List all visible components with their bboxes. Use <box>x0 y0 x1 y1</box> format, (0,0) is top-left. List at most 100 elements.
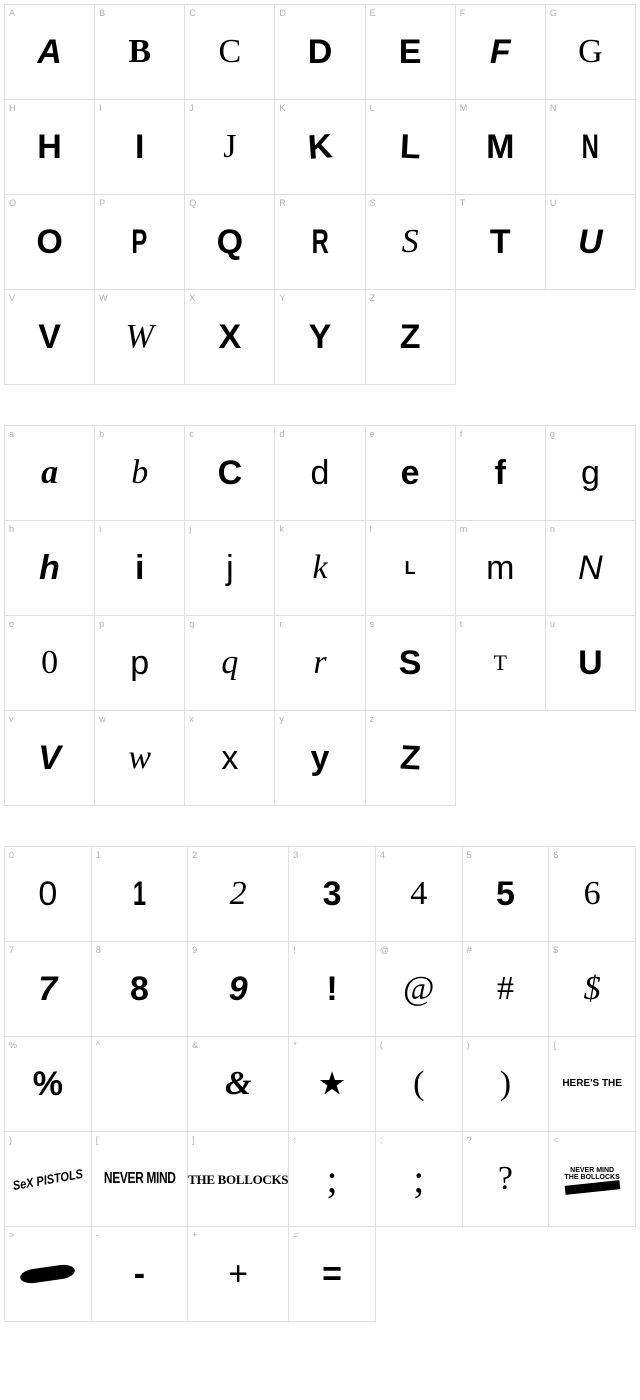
glyph-cell: YY <box>275 290 365 385</box>
glyph-cell: (( <box>376 1037 463 1132</box>
glyph-cell: WW <box>95 290 185 385</box>
cell-label: B <box>99 8 105 18</box>
glyph: C <box>218 456 243 490</box>
cell-label: F <box>460 8 466 18</box>
glyph: F <box>490 35 511 69</box>
cell-label: X <box>189 293 195 303</box>
glyph: L <box>405 559 416 577</box>
cell-label: Y <box>279 293 285 303</box>
glyph: 8 <box>130 972 149 1006</box>
glyph: S <box>399 646 422 680</box>
glyph: K <box>307 129 334 165</box>
cell-label: $ <box>553 945 558 955</box>
stacked-logo: NEVER MINDTHE BOLLOCKSSEX PISTOLS <box>565 1167 620 1192</box>
glyph: r <box>313 646 326 680</box>
cell-label: L <box>370 103 375 113</box>
glyph-cell: @@ <box>376 942 463 1037</box>
cell-label: E <box>370 8 376 18</box>
cell-label: e <box>370 429 375 439</box>
cell-label: p <box>99 619 104 629</box>
glyph-cell: ww <box>95 711 185 806</box>
cell-label: U <box>550 198 557 208</box>
glyph-cell: OO <box>5 195 95 290</box>
glyph-cell: o0 <box>5 616 95 711</box>
swoosh-shape <box>20 1263 76 1285</box>
cell-label: m <box>460 524 468 534</box>
glyph-cell: EE <box>366 5 456 100</box>
glyph-cell: 22 <box>188 847 289 942</box>
glyph-cell: ?? <box>463 1132 550 1227</box>
glyph-cell: < NEVER MINDTHE BOLLOCKSSEX PISTOLS <box>549 1132 636 1227</box>
glyph: S <box>402 225 419 259</box>
glyph-cell: kk <box>275 521 365 616</box>
cell-label: t <box>460 619 463 629</box>
glyph: D <box>308 35 333 69</box>
glyph: A <box>37 35 62 69</box>
glyph-cell: 55 <box>463 847 550 942</box>
glyph-cell: 99 <box>188 942 289 1037</box>
cell-label: P <box>99 198 105 208</box>
cell-label: N <box>550 103 557 113</box>
glyph: # <box>497 972 514 1006</box>
glyph-cell: tT <box>456 616 546 711</box>
glyph-cell: [NEVER MIND <box>92 1132 188 1227</box>
cell-label: } <box>9 1135 12 1145</box>
cell-label: * <box>293 1040 297 1050</box>
cell-label: { <box>553 1040 556 1050</box>
glyph: j <box>226 551 234 585</box>
glyph-cell: uU <box>546 616 636 711</box>
charmap-section-symbols: 00112233445566778899!!@@##$$%%^&&*★(()){… <box>4 846 636 1322</box>
cell-label: 3 <box>293 850 298 860</box>
cell-label: v <box>9 714 14 724</box>
cell-label: : <box>293 1135 296 1145</box>
glyph: 6 <box>584 877 601 911</box>
glyph: X <box>219 320 242 354</box>
glyph: b <box>131 456 148 490</box>
glyph-cell: && <box>188 1037 289 1132</box>
glyph-cell: ee <box>366 426 456 521</box>
glyph-cell: MM <box>456 100 546 195</box>
glyph-cell: ii <box>95 521 185 616</box>
glyph-cell: *★ <box>289 1037 376 1132</box>
cell-label: 2 <box>192 850 197 860</box>
cell-label: V <box>9 293 15 303</box>
glyph: q <box>221 646 238 680</box>
cell-label: c <box>189 429 194 439</box>
glyph-cell: zZ <box>366 711 456 806</box>
glyph: 0 <box>38 877 57 911</box>
cell-label: o <box>9 619 14 629</box>
glyph-cell: jj <box>185 521 275 616</box>
glyph: 0 <box>41 646 58 680</box>
glyph: Q <box>217 225 243 259</box>
cell-label: 7 <box>9 945 14 955</box>
glyph-cell: {HERE'S THE <box>549 1037 636 1132</box>
glyph-cell: )) <box>463 1037 550 1132</box>
glyph: y <box>311 741 330 775</box>
cell-label: 9 <box>192 945 197 955</box>
glyph-cell: UU <box>546 195 636 290</box>
glyph: V <box>38 741 61 775</box>
glyph: ; <box>413 1159 424 1199</box>
glyph: W <box>126 320 154 354</box>
glyph: T <box>494 652 507 674</box>
cell-label: 5 <box>467 850 472 860</box>
glyph-cell: CC <box>185 5 275 100</box>
glyph: THE BOLLOCKS <box>188 1173 288 1186</box>
glyph-cell: -- <box>92 1227 188 1322</box>
charmap-grid: AABBCCDDEEFFGGHHIIJJKKLLMMNNOOPPQQRRSSTT… <box>4 4 636 385</box>
glyph-cell: cC <box>185 426 275 521</box>
glyph: I <box>135 130 144 164</box>
cell-label: M <box>460 103 468 113</box>
empty-cell <box>463 1227 550 1322</box>
glyph-cell: HH <box>5 100 95 195</box>
glyph-cell: mm <box>456 521 546 616</box>
cell-label: g <box>550 429 555 439</box>
glyph: ? <box>498 1162 513 1196</box>
glyph-cell: ]THE BOLLOCKS <box>188 1132 289 1227</box>
glyph-cell: vV <box>5 711 95 806</box>
cell-label: < <box>553 1135 558 1145</box>
cell-label: a <box>9 429 14 439</box>
glyph-cell: %% <box>5 1037 92 1132</box>
glyph: g <box>581 456 600 490</box>
glyph: + <box>228 1257 248 1291</box>
